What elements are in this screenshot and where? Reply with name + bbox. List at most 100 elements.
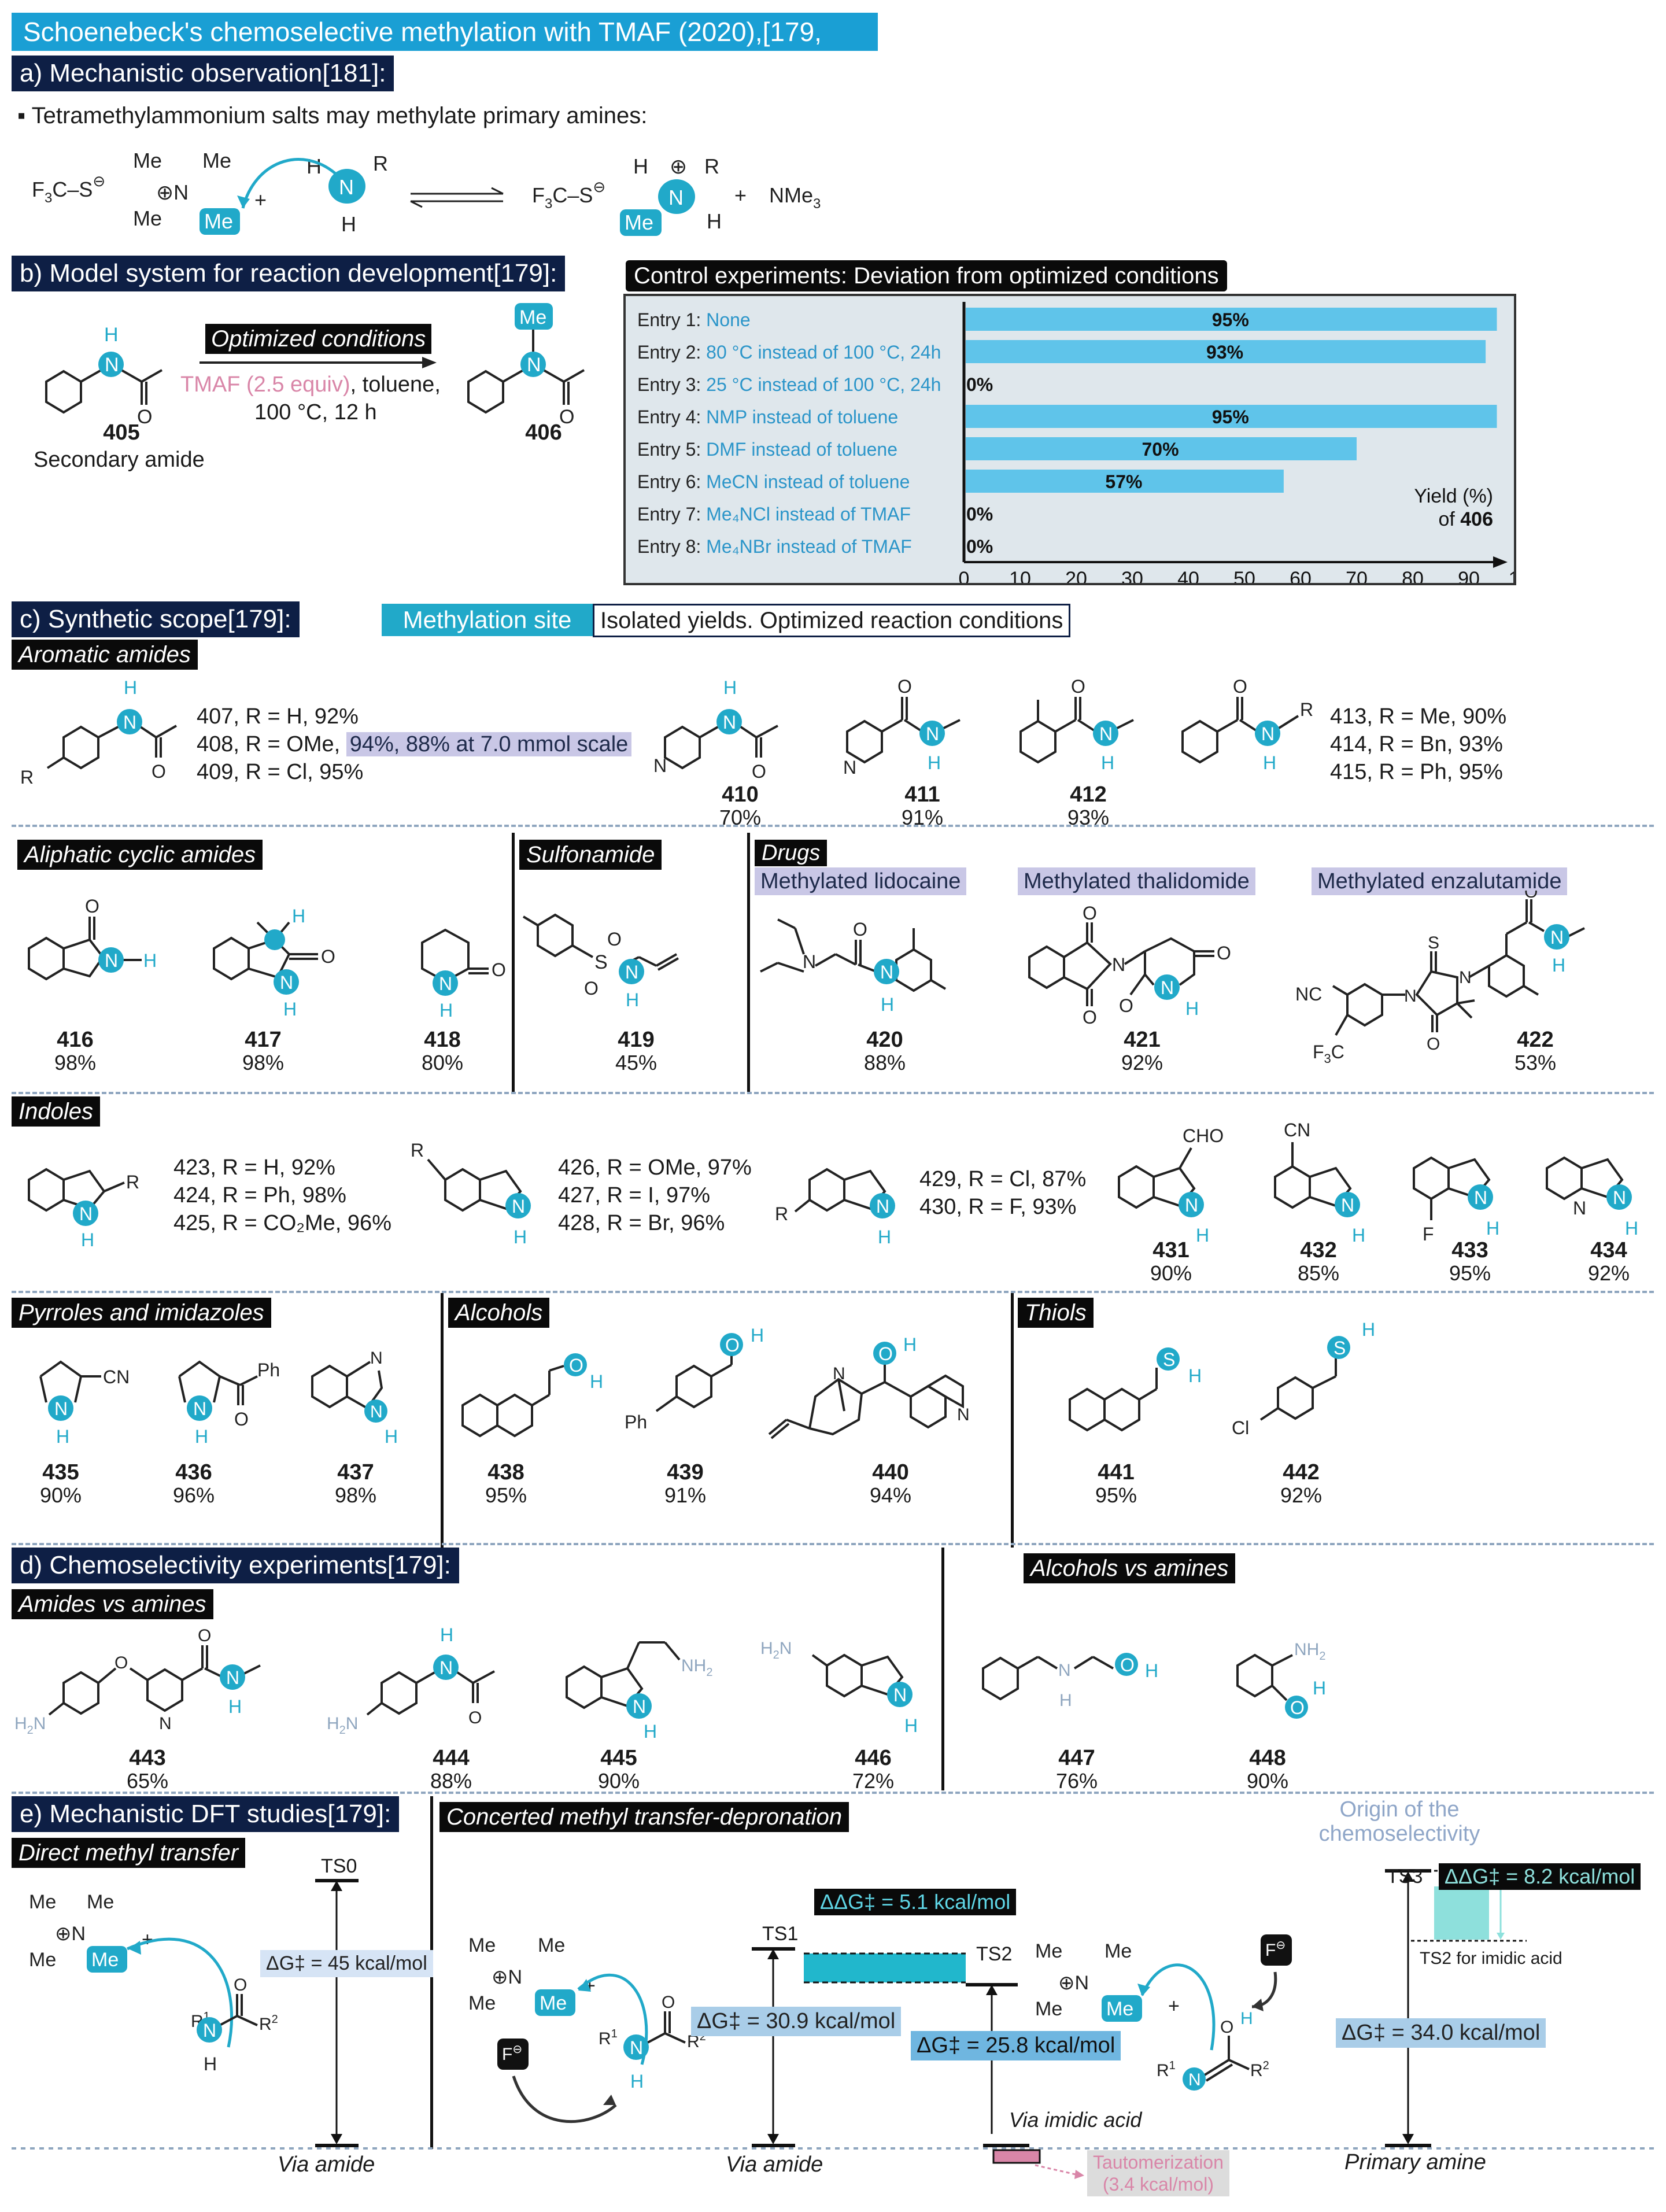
- svg-text:S: S: [594, 951, 608, 973]
- ts2-imidic-label: TS2 for imidic acid: [1420, 1949, 1562, 1968]
- svg-text:O: O: [607, 929, 622, 950]
- svg-text:H: H: [1196, 1225, 1209, 1246]
- svg-text:N: N: [203, 2020, 216, 2041]
- vrule-row4-a: [441, 1293, 444, 1548]
- svg-text:H: H: [1313, 1678, 1326, 1698]
- thiols-header: Thiols: [1018, 1298, 1094, 1328]
- cmpd-448-label: 448 90%: [1246, 1746, 1289, 1793]
- svg-text:H: H: [928, 752, 941, 773]
- cmpd-419-label: 419 45%: [615, 1028, 657, 1074]
- chart-x-axis-arrow: [1493, 556, 1508, 568]
- cmpd-418-label: 418 80%: [421, 1028, 464, 1074]
- svg-text:N: N: [226, 1667, 239, 1688]
- cmpd-440-structure: N O H N: [768, 1334, 970, 1439]
- svg-text:H: H: [1188, 1365, 1202, 1386]
- origin-line-1: Origin of the: [1339, 1797, 1460, 1822]
- svg-text:H: H: [204, 2054, 217, 2074]
- svg-text:N: N: [1404, 987, 1417, 1006]
- divider-5: [12, 1792, 1654, 1794]
- svg-text:O: O: [897, 676, 912, 697]
- x-tick-30: 30: [1121, 568, 1143, 583]
- direct-transfer-header: Direct methyl transfer: [12, 1838, 246, 1868]
- svg-text:O: O: [878, 1343, 893, 1364]
- svg-text:N: N: [668, 186, 684, 209]
- svg-text:H: H: [440, 1624, 453, 1645]
- svg-text:N: N: [1474, 1187, 1487, 1208]
- svg-text:Ph: Ph: [257, 1360, 280, 1380]
- svg-text:N: N: [123, 712, 136, 733]
- methylation-site-legend: Methylation site: [382, 604, 593, 636]
- cmpd-417-label: 417 98%: [242, 1028, 285, 1074]
- entry-label-1: Entry 1: None: [637, 309, 751, 330]
- drugs-header: Drugs: [755, 840, 828, 866]
- cmpd-420-structure: N O N H: [760, 918, 947, 1015]
- indole-2-substituted: R N H: [28, 1168, 139, 1249]
- svg-text:N: N: [1573, 1198, 1586, 1218]
- svg-text:Me: Me: [29, 1949, 56, 1971]
- svg-text:O: O: [234, 1409, 249, 1430]
- cmpd-443-structure: H2N O O N N H: [14, 1626, 261, 1737]
- cmpd-413-415-structure: O N H R: [1181, 676, 1313, 773]
- svg-text:CN: CN: [103, 1367, 130, 1387]
- vrule-row2-b: [747, 833, 750, 1093]
- cmpd-421-label: 421 92%: [1121, 1028, 1163, 1074]
- svg-text:H: H: [228, 1696, 242, 1717]
- svg-text:H: H: [124, 677, 137, 698]
- isolated-yields-note: Isolated yields. Optimized reaction cond…: [593, 604, 1071, 637]
- svg-text:O: O: [152, 761, 166, 782]
- alcohols-vs-amines-header: Alcohols vs amines: [1024, 1553, 1236, 1583]
- svg-text:S: S: [1333, 1338, 1346, 1358]
- svg-text:R1: R1: [599, 2028, 618, 2048]
- cmpd-432-structure: CN N H: [1274, 1120, 1365, 1246]
- scale-highlight: 94%, 88% at 7.0 mmol scale: [346, 732, 632, 756]
- cmpd-405-number: 405: [103, 420, 140, 445]
- cmpd-439-structure: Ph O H: [625, 1325, 764, 1432]
- solvent-text: , toluene,: [350, 372, 441, 397]
- svg-text:⊕N: ⊕N: [1058, 1972, 1089, 1994]
- svg-text:H: H: [1552, 955, 1565, 976]
- bar-label-6: 57%: [1105, 471, 1142, 492]
- cmpd-411-label: 411 91%: [901, 782, 944, 829]
- secondary-amide-label: Secondary amide: [34, 448, 205, 472]
- divider-1: [12, 825, 1654, 827]
- svg-text:H: H: [292, 906, 305, 926]
- section-c-header: c) Synthetic scope[179]:: [12, 601, 300, 637]
- svg-text:+: +: [734, 183, 747, 207]
- cmpd-442-label: 442 92%: [1280, 1460, 1323, 1507]
- svg-text:N: N: [1112, 954, 1125, 975]
- svg-text:R: R: [1300, 699, 1313, 720]
- x-tick-80: 80: [1402, 568, 1424, 583]
- svg-text:Me: Me: [519, 306, 546, 328]
- svg-text:Me: Me: [625, 211, 653, 234]
- svg-text:Me: Me: [202, 149, 231, 172]
- cmpd-431-label: 431 90%: [1150, 1238, 1192, 1285]
- dg-258-label: ΔG‡ = 25.8 kcal/mol: [911, 2031, 1121, 2060]
- vrule-section-d: [941, 1548, 944, 1790]
- svg-text:O: O: [234, 1975, 247, 1995]
- x-tick-40: 40: [1177, 568, 1199, 583]
- cmpd-418-structure: O N H: [421, 928, 506, 1021]
- cmpd-436-structure: Ph O N H: [178, 1360, 280, 1447]
- cmpd-414-text: 414, R = Bn, 93%: [1330, 732, 1503, 756]
- cmpd-422-structure: NC F3C N S O N O N H: [1295, 891, 1585, 1066]
- svg-text:N: N: [1188, 2070, 1201, 2089]
- svg-text:Me: Me: [29, 1891, 56, 1913]
- primary-amine-label: Primary amine: [1344, 2150, 1486, 2174]
- cmpd-446-structure: H2N N H: [760, 1639, 918, 1736]
- svg-text:H: H: [1059, 1691, 1072, 1710]
- svg-text:⊕: ⊕: [670, 154, 687, 178]
- bar-label-1: 95%: [1212, 309, 1249, 330]
- svg-text:⊕N: ⊕N: [55, 1923, 86, 1945]
- cmpd-431-structure: CHO N H: [1118, 1125, 1224, 1246]
- svg-text:+: +: [142, 1929, 153, 1951]
- cmpd-442-structure: Cl S H: [1232, 1319, 1375, 1438]
- entry-label-7: Entry 7: Me₄NCl instead of TMAF: [637, 504, 911, 525]
- cmpd-426-text: 426, R = OMe, 97%: [558, 1155, 752, 1180]
- cmpd-422-label: 422 53%: [1514, 1028, 1557, 1074]
- optimized-conditions-box: Optimized conditions: [205, 324, 432, 354]
- svg-text:N: N: [1459, 968, 1472, 987]
- reaction-conditions-line1: TMAF (2.5 equiv), toluene,: [180, 371, 441, 398]
- ddg-51-label: ΔΔG‡ = 5.1 kcal/mol: [814, 1889, 1017, 1915]
- svg-text:N: N: [876, 1196, 889, 1217]
- svg-text:H: H: [751, 1325, 764, 1346]
